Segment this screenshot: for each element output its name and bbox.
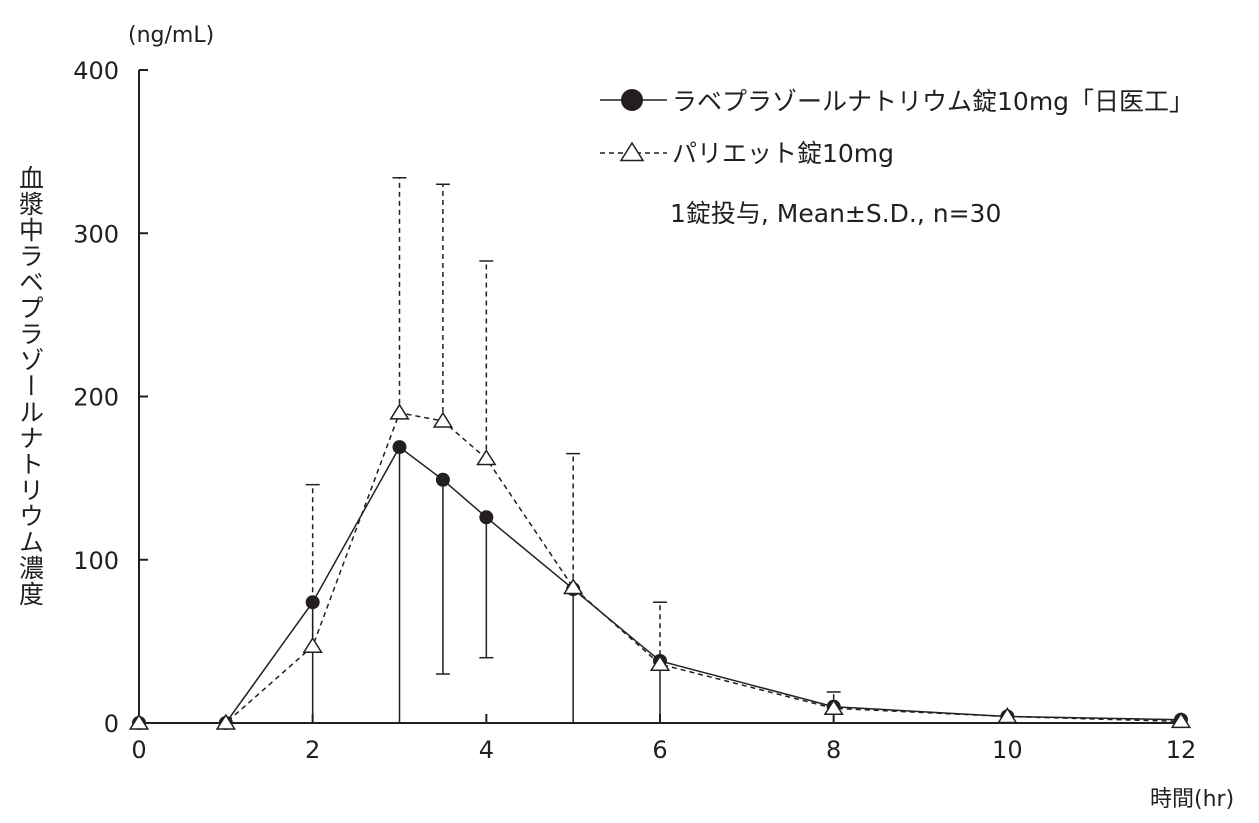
y-tick-label: 100 <box>73 547 119 575</box>
legend-marker-series-1 <box>621 89 643 111</box>
marker-series-1 <box>479 510 494 525</box>
marker-series-2 <box>997 707 1018 724</box>
y-axis-unit: (ng/mL) <box>128 23 214 48</box>
x-tick-label: 10 <box>992 736 1023 764</box>
legend-marker-series-2 <box>619 141 645 162</box>
marker-series-2 <box>302 636 323 654</box>
marker-series-2 <box>823 698 844 716</box>
marker-series-2 <box>563 578 584 595</box>
y-tick-label: 200 <box>73 384 119 412</box>
marker-series-2 <box>215 713 236 730</box>
marker-series-1 <box>305 595 320 610</box>
x-tick-label: 12 <box>1166 736 1197 764</box>
x-tick-label: 4 <box>479 736 494 764</box>
marker-series-2 <box>476 449 497 466</box>
x-tick-label: 0 <box>131 736 146 764</box>
legend <box>600 89 667 162</box>
x-tick-label: 6 <box>652 736 667 764</box>
marker-series-2 <box>128 713 150 730</box>
marker-series-2 <box>649 654 671 671</box>
chart-note: 1錠投与, Mean±S.D., n=30 <box>670 199 1001 228</box>
series-markers <box>128 403 1192 730</box>
marker-series-1 <box>392 440 407 455</box>
x-axis-label: 時間(hr) <box>1150 787 1234 812</box>
axes: 0 100 200 300 400 0 2 4 6 8 10 12 <box>73 57 1196 764</box>
legend-label-series-1: ラベプラゾールナトリウム錠10mg「日医工」 <box>672 87 1194 116</box>
marker-series-1 <box>435 472 450 487</box>
y-tick-label: 0 <box>104 710 119 738</box>
legend-label-series-2: パリエット錠10mg <box>672 139 894 168</box>
marker-series-2 <box>389 403 410 420</box>
error-bars <box>305 176 1009 723</box>
marker-series-2 <box>432 411 454 428</box>
y-tick-label: 300 <box>73 220 119 248</box>
x-tick-label: 2 <box>305 736 320 764</box>
x-tick-label: 8 <box>826 736 841 764</box>
marker-series-2 <box>1170 711 1192 729</box>
y-axis-label: 血漿中ラベプラゾールナトリウム濃度 <box>16 165 45 607</box>
y-tick-label: 400 <box>73 57 119 85</box>
